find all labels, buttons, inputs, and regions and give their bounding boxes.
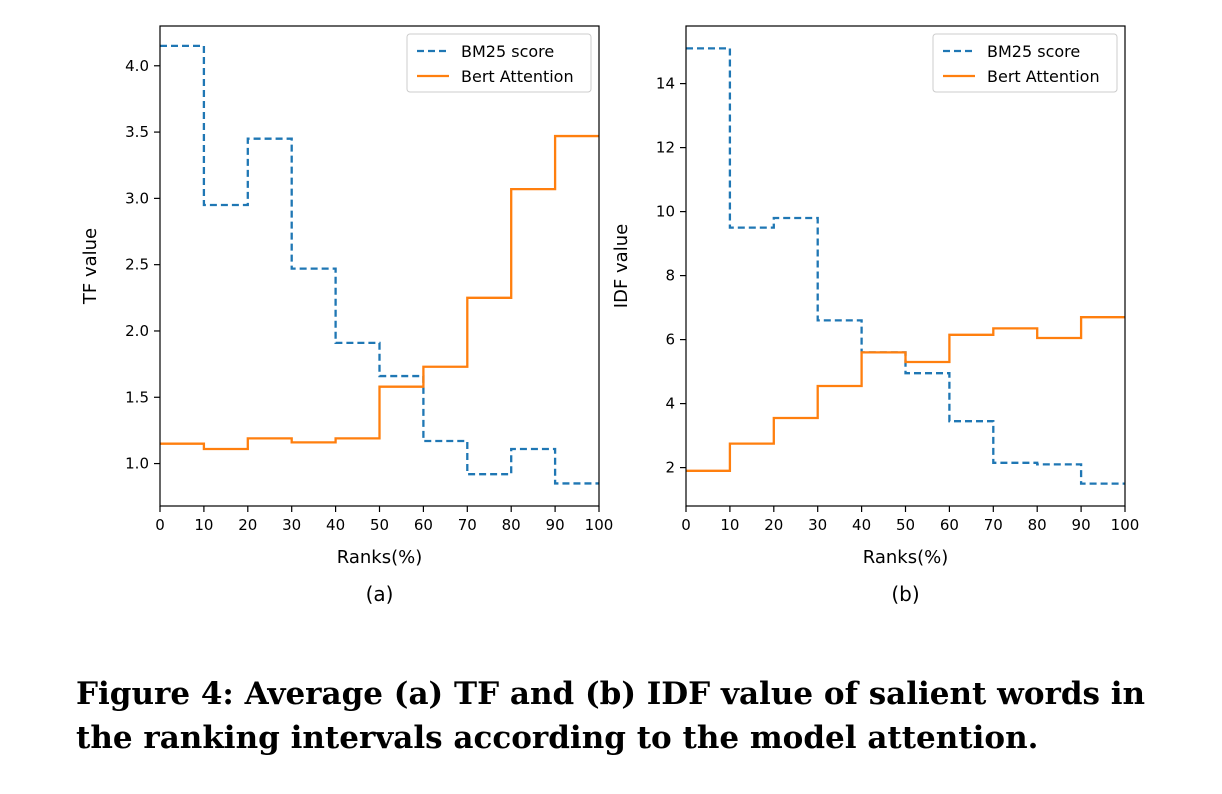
chart-b-x-axis-label: Ranks(%) — [863, 547, 949, 568]
figure-caption: Figure 4: Average (a) TF and (b) IDF val… — [76, 676, 1146, 756]
chart-b-x-tick-label: 80 — [1028, 516, 1047, 534]
chart-b-x-tick-label: 70 — [984, 516, 1003, 534]
chart-a-y-axis-label: TF value — [80, 228, 101, 305]
chart-a-panel-label: (a) — [366, 582, 394, 606]
chart-b-x-tick-label: 50 — [896, 516, 915, 534]
chart-a-x-tick-label: 100 — [585, 516, 614, 534]
chart-a-x-tick-label: 90 — [546, 516, 565, 534]
chart-b-x-tick-label: 40 — [852, 516, 871, 534]
chart-a-x-tick-label: 10 — [194, 516, 213, 534]
chart-b-legend-box — [932, 33, 1118, 93]
chart-b-x-tick-label: 0 — [681, 516, 691, 534]
chart-a-x-tick-label: 50 — [370, 516, 389, 534]
chart-a-y-tick-label: 3.5 — [125, 123, 149, 141]
chart-b-y-tick-label: 10 — [656, 203, 675, 221]
figure-charts: 0 10 20 30 40 50 60 70 80 90 1001.01.52.02.53.03.5… — [80, 25, 1140, 606]
chart-a-x-tick-label: 70 — [458, 516, 477, 534]
chart-a-series-bm25 — [160, 44, 599, 485]
chart-b-series-bm25 — [686, 47, 1125, 485]
chart-b-legend-label-bert: Bert Attention — [987, 67, 1100, 86]
chart-a-y-tick-label: 2.0 — [125, 322, 149, 340]
chart-a-y-tick-label: 3.0 — [125, 189, 149, 207]
chart-a-x-tick-label: 30 — [282, 516, 301, 534]
chart-a-x-tick-label: 0 — [155, 516, 165, 534]
chart-b-y-tick-label: 4 — [665, 395, 675, 413]
chart-b-x-tick-label: 20 — [764, 516, 783, 534]
chart-a-legend-box — [406, 33, 592, 93]
chart-a-x-tick-label: 40 — [326, 516, 345, 534]
chart-b-y-tick-label: 2 — [665, 459, 675, 477]
chart-a-series-bert — [160, 134, 599, 451]
chart-b-legend-label-bm25: BM25 score — [987, 42, 1080, 61]
chart-b-x-tick-label: 90 — [1072, 516, 1091, 534]
chart-a-x-tick-label: 80 — [502, 516, 521, 534]
chart-a-legend-label-bert: Bert Attention — [461, 67, 574, 86]
chart-b-plot-frame — [685, 25, 1126, 507]
chart-b-y-tick-label: 14 — [656, 75, 675, 93]
chart-a-x-axis-label: Ranks(%) — [337, 547, 423, 568]
chart-a-y-tick-label: 4.0 — [125, 57, 149, 75]
chart-b-y-tick-label: 8 — [665, 267, 675, 285]
chart-b-x-tick-label: 60 — [940, 516, 959, 534]
chart-b-x-tick-label: 30 — [808, 516, 827, 534]
chart-b-y-tick-label: 6 — [665, 331, 675, 349]
chart-b-y-tick-label: 12 — [656, 139, 675, 157]
chart-b-panel-label: (b) — [891, 582, 919, 606]
chart-a-legend-label-bm25: BM25 score — [461, 42, 554, 61]
chart-a-y-tick-label: 2.5 — [125, 256, 149, 274]
chart-a-x-tick-label: 20 — [238, 516, 257, 534]
chart-a-y-tick-label: 1.5 — [125, 388, 149, 406]
chart-a-x-tick-label: 60 — [414, 516, 433, 534]
chart-b-y-axis-label: IDF value — [611, 224, 632, 308]
chart-b-x-tick-label: 100 — [1111, 516, 1140, 534]
chart-b-x-tick-label: 10 — [720, 516, 739, 534]
chart-b-series-bert — [686, 316, 1125, 472]
chart-a-y-tick-label: 1.0 — [125, 455, 149, 473]
